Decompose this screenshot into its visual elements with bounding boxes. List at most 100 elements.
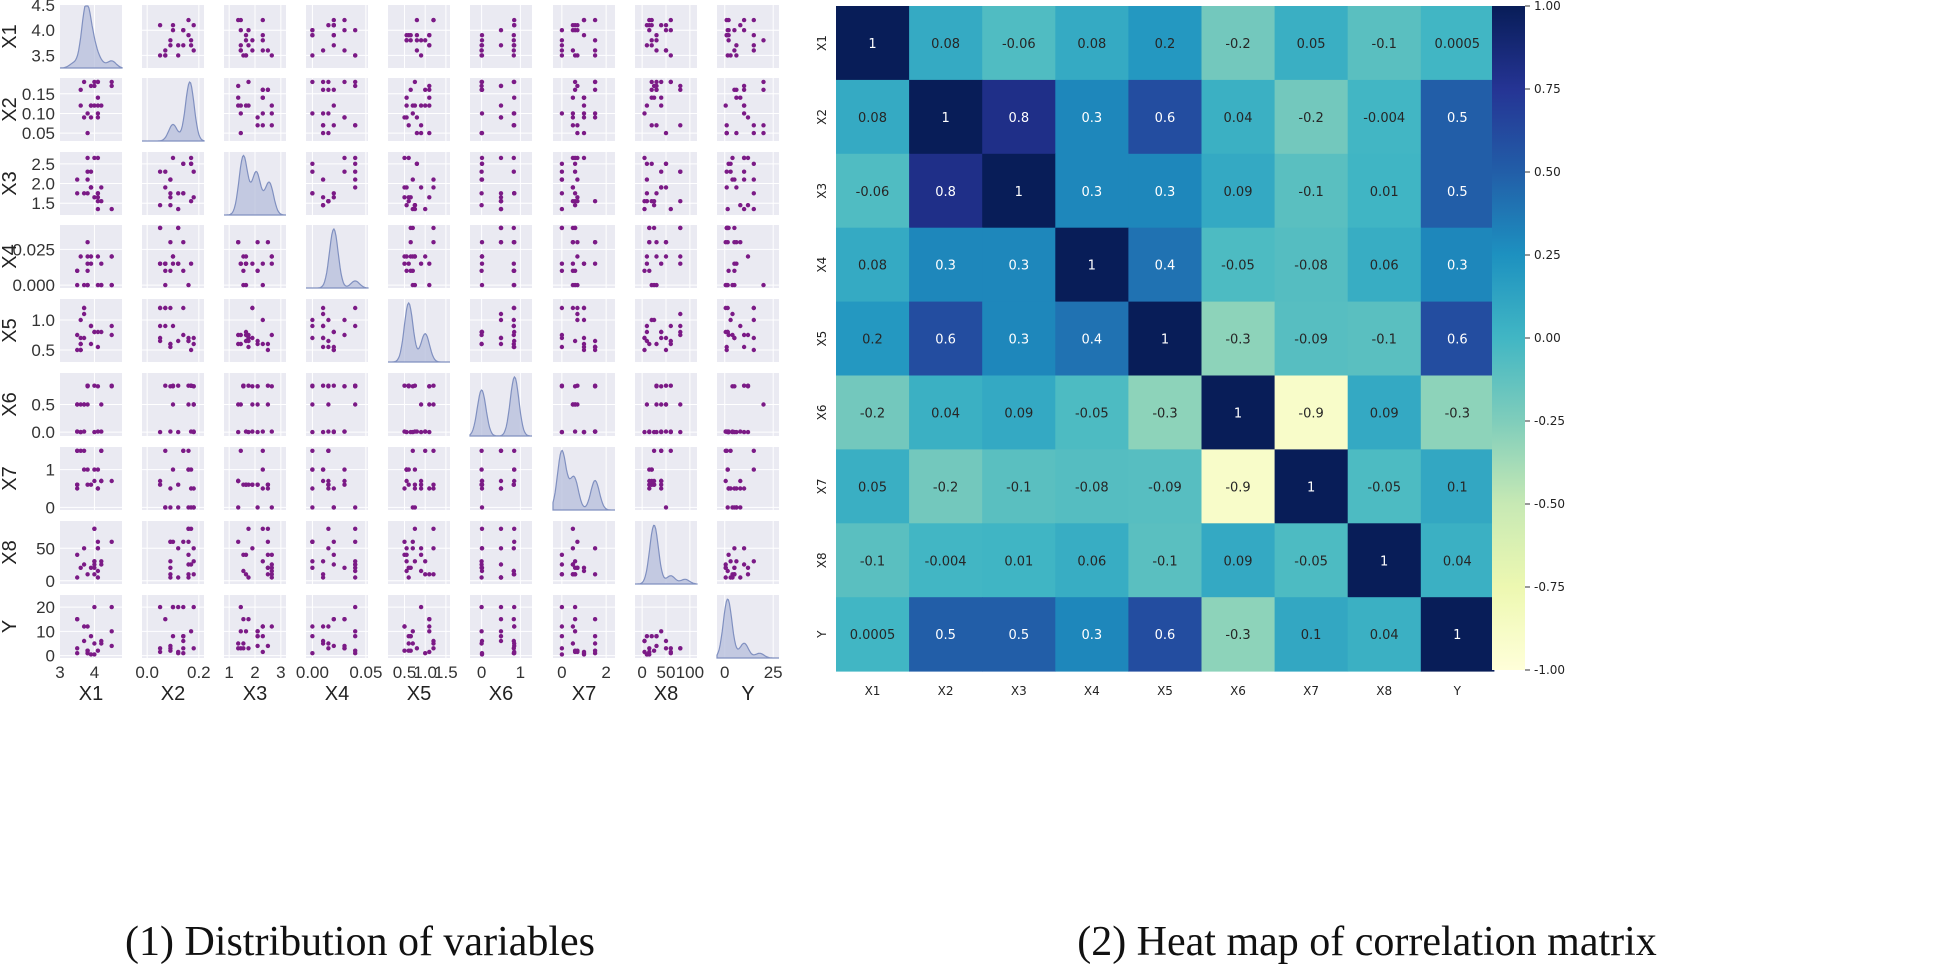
scatter-point [342,169,347,174]
heatmap-cell-label: -0.1 [860,554,885,569]
scatter-point [81,429,87,434]
heatmap-cell-X6-X8 [1347,375,1422,450]
scatter-point [423,254,428,259]
scatter-point [511,282,516,288]
scatter-point [186,338,191,344]
scatter-point [85,261,90,266]
scatter-point [81,624,87,629]
scatter-point [168,648,173,653]
scatter-point [570,546,576,551]
scatter-point [659,261,664,266]
scatter-point [410,448,415,453]
scatter-point [99,448,104,453]
colorbar-tick-label: 0.00 [1534,331,1561,345]
scatter-point [176,338,181,344]
scatter-point [326,23,331,28]
scatter-point [310,486,315,491]
scatter-point [592,429,598,434]
scatter-point [581,335,587,341]
scatter-point [310,28,315,33]
scatter-point [659,429,664,435]
scatter-point [250,546,255,551]
scatter-point [644,254,650,259]
scatter-point [512,23,517,28]
y-tick-label-Y: 10 [36,622,55,641]
scatter-point [659,478,664,484]
scatter-point [511,38,516,43]
scatter-point [498,335,504,341]
scatter-point [95,254,101,259]
scatter-point [250,305,255,311]
scatter-point [310,169,315,174]
heatmap-x-tick-X2: X2 [938,684,954,698]
scatter-point [181,305,186,311]
scatter-point [512,624,517,629]
scatter-point [326,486,331,491]
scatter-point [738,486,743,491]
heatmap-cell-X2-Y [1420,79,1495,155]
scatter-point [168,565,173,570]
scatter-point [265,341,271,347]
scatter-point [109,206,114,212]
scatter-point [310,624,315,629]
scatter-point [331,17,336,23]
scatter-point [572,161,578,166]
scatter-point [188,261,194,266]
heatmap-cell-label: -0.2 [860,406,885,421]
scatter-point [427,402,432,407]
heatmap-cell-label: 0.01 [1004,554,1033,569]
scatter-point [414,17,420,23]
heatmap-cell-label: 0.08 [931,37,960,52]
scatter-point [406,575,411,580]
scatter-point [95,191,101,196]
scatter-point [668,448,673,453]
scatter-point [404,546,409,551]
pairplot-panel-X6-vs-X5 [388,373,450,436]
scatter-point [581,111,587,116]
pairplot-panel-X8-vs-X6 [470,521,532,584]
panel-background [60,447,122,510]
scatter-point [431,225,436,231]
scatter-point [745,332,751,338]
scatter-point [642,155,647,161]
scatter-point [654,384,659,389]
scatter-point [734,95,739,100]
heatmap-cell-X1-Y [1420,6,1495,81]
scatter-point [732,177,737,182]
pairplot-panel-X2-vs-X6 [470,78,532,141]
scatter-point [479,282,485,288]
scatter-point [176,206,181,212]
heatmap-cell-label: -0.05 [1221,259,1255,274]
scatter-point [404,95,409,100]
scatter-point [581,649,587,655]
heatmap-cell-label: 0.01 [1370,185,1399,200]
scatter-point [498,240,504,245]
heatmap-cell-Y-X8 [1347,597,1422,672]
scatter-point [410,384,415,389]
scatter-point [99,478,104,484]
scatter-point [427,486,432,491]
pairplot-panel-Y-vs-X2 [142,595,204,658]
scatter-point [678,646,683,651]
scatter-point [157,604,163,610]
scatter-point [75,429,80,434]
pairplot-panel-X5-vs-X2 [142,299,204,362]
scatter-point [512,478,517,484]
scatter-point [176,651,181,656]
scatter-point [168,43,173,48]
scatter-point [570,48,576,53]
heatmap-cell-X7-X8 [1347,449,1422,524]
scatter-point [181,638,186,644]
heatmap-cell-X4-X1 [836,227,910,303]
scatter-point [331,429,336,434]
scatter-point [353,185,358,190]
scatter-point [241,568,246,574]
y-axis-label-X7: X7 [0,466,21,490]
heatmap-cell-label: 0.04 [1370,628,1399,643]
scatter-point [649,482,654,487]
scatter-point [78,254,83,259]
scatter-point [663,254,669,259]
scatter-point [741,169,747,174]
scatter-point [188,467,194,472]
